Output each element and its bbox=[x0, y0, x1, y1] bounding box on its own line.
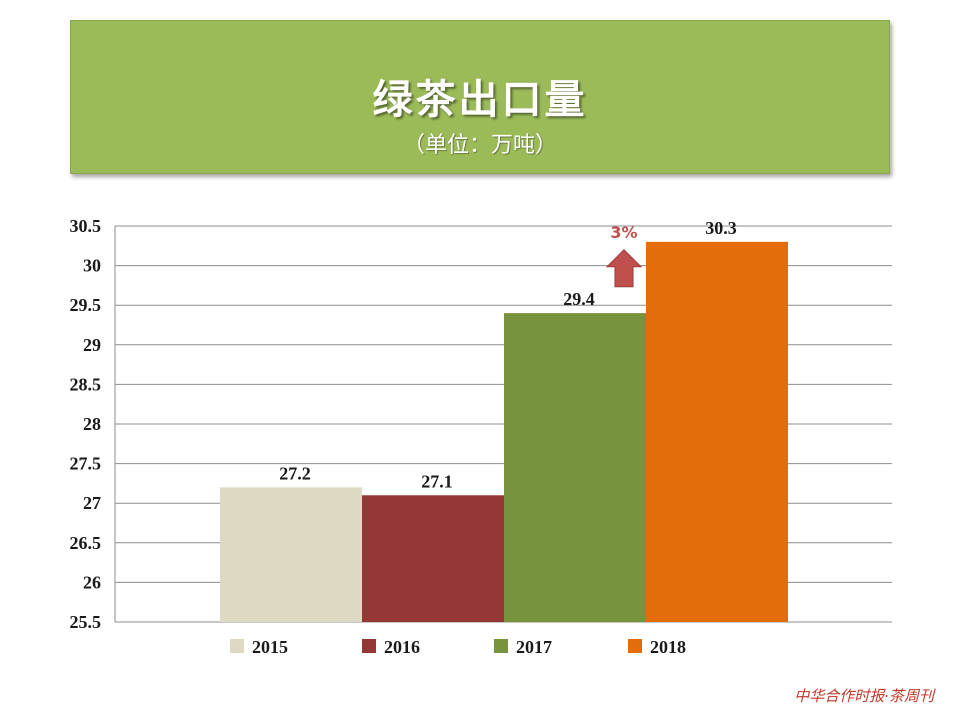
y-tick-label: 28.5 bbox=[70, 374, 102, 394]
data-label-2016: 27.1 bbox=[421, 471, 453, 491]
legend-swatch-2015 bbox=[230, 639, 244, 653]
legend-swatch-2017 bbox=[494, 639, 508, 653]
y-tick-label: 30 bbox=[83, 256, 101, 276]
data-label-2017: 29.4 bbox=[563, 289, 595, 309]
data-label-2015: 27.2 bbox=[279, 463, 311, 483]
y-tick-label: 29 bbox=[83, 335, 101, 355]
legend-swatch-2018 bbox=[628, 639, 642, 653]
legend-label-2015: 2015 bbox=[252, 637, 288, 657]
y-tick-label: 28 bbox=[83, 414, 101, 434]
y-tick-label: 30.5 bbox=[70, 216, 102, 236]
chart-subtitle: （单位：万吨） bbox=[402, 133, 557, 158]
y-tick-label: 26.5 bbox=[70, 533, 102, 553]
bar-2015 bbox=[220, 487, 362, 622]
growth-arrow-up-icon bbox=[605, 249, 643, 288]
legend-label-2016: 2016 bbox=[384, 637, 420, 657]
watermark-text: 中华合作时报·茶周刊 bbox=[794, 687, 934, 705]
y-tick-label: 27 bbox=[83, 493, 101, 513]
chart-title: 绿茶出口量 bbox=[372, 77, 588, 123]
bar-2016 bbox=[362, 495, 504, 622]
y-tick-label: 26 bbox=[83, 572, 101, 592]
legend-swatch-2016 bbox=[362, 639, 376, 653]
y-tick-label: 27.5 bbox=[70, 454, 102, 474]
bar-2017 bbox=[504, 313, 646, 622]
legend-label-2017: 2017 bbox=[516, 637, 552, 657]
growth-label: 3% bbox=[610, 223, 637, 242]
title-banner: 绿茶出口量 （单位：万吨） bbox=[70, 20, 890, 174]
data-label-2018: 30.3 bbox=[705, 218, 737, 238]
y-tick-label: 29.5 bbox=[70, 295, 102, 315]
bar-2018 bbox=[646, 241, 788, 622]
legend-label-2018: 2018 bbox=[650, 637, 686, 657]
y-tick-label: 25.5 bbox=[70, 612, 102, 632]
